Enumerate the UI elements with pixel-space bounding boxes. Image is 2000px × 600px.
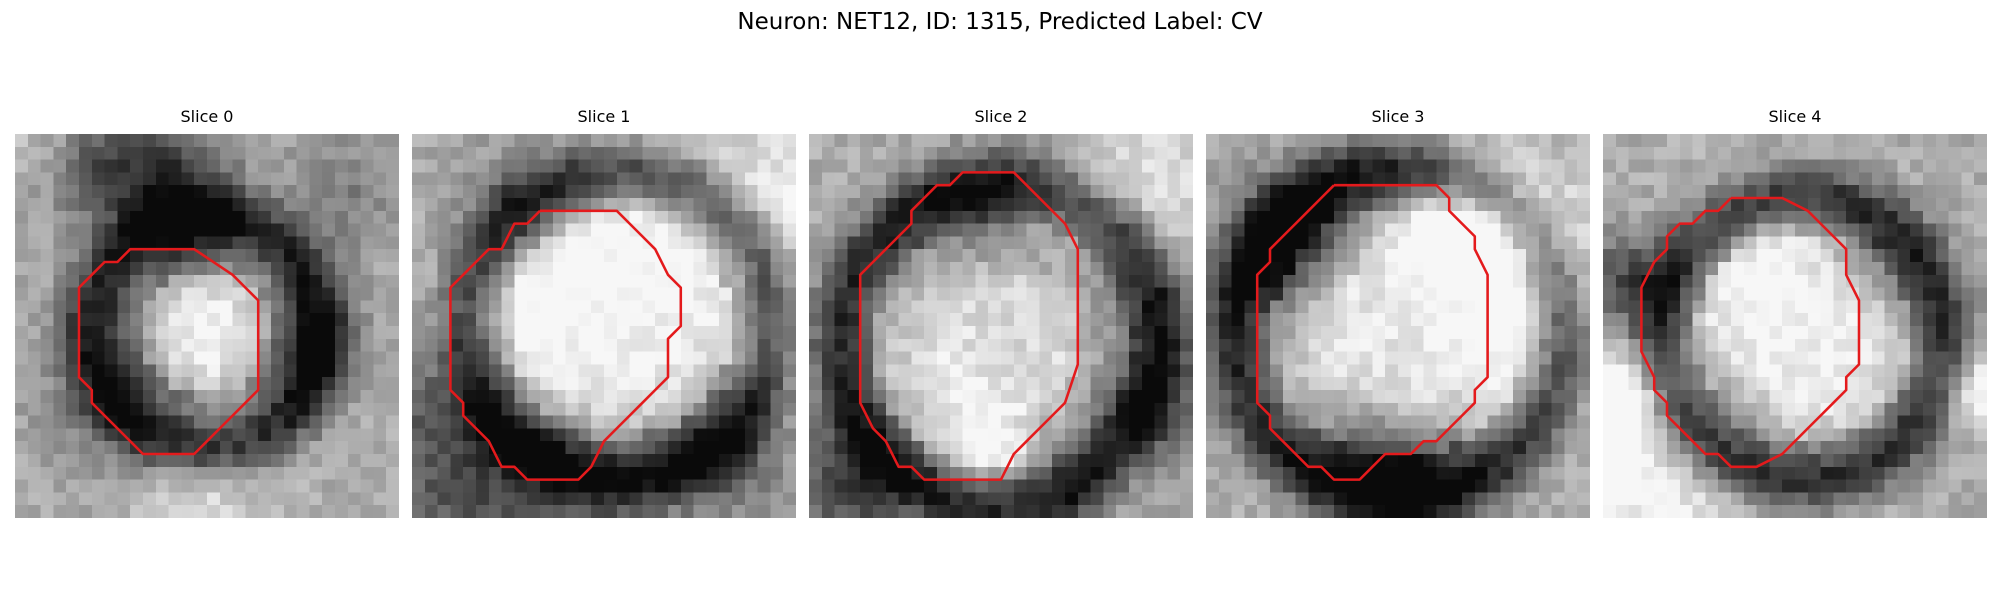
segmentation-contour	[77, 247, 260, 456]
micrograph-pixels	[412, 134, 796, 518]
slice-panel-1: Slice 1	[412, 107, 796, 519]
segmentation-contour	[858, 171, 1080, 481]
slice-image	[1206, 134, 1590, 518]
slice-image	[412, 134, 796, 518]
slice-image	[1603, 134, 1987, 518]
micrograph-pixels	[809, 134, 1193, 518]
micrograph-pixels	[1603, 134, 1987, 518]
slice-title: Slice 0	[180, 107, 234, 126]
figure-title: Neuron: NET12, ID: 1315, Predicted Label…	[737, 9, 1263, 35]
segmentation-contour	[1255, 183, 1489, 481]
slice-panel-4: Slice 4	[1603, 107, 1987, 519]
slice-image	[15, 134, 399, 518]
micrograph-pixels	[1206, 134, 1590, 518]
slice-title: Slice 3	[1371, 107, 1425, 126]
slice-title: Slice 2	[974, 107, 1028, 126]
slice-panel-0: Slice 0	[15, 107, 399, 519]
slice-panel-2: Slice 2	[809, 107, 1193, 519]
slice-image	[809, 134, 1193, 518]
slice-title: Slice 4	[1768, 107, 1822, 126]
micrograph-pixels	[15, 134, 399, 518]
slice-panel-3: Slice 3	[1206, 107, 1590, 519]
slice-title: Slice 1	[577, 107, 631, 126]
segmentation-contour	[1640, 196, 1861, 469]
segmentation-contour	[449, 209, 683, 481]
